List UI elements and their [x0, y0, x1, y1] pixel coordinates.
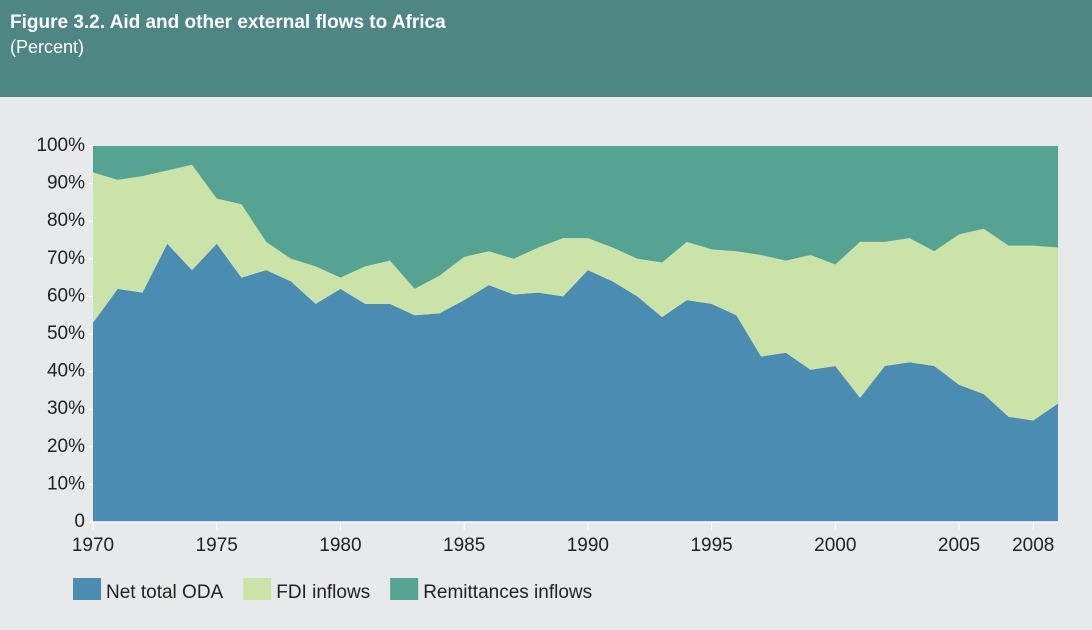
chart: 0 10% 20% 30% 40% 50% 60% 70% 80% 90% 100% 1970 1975… — [36, 135, 1058, 603]
legend-label: Net total ODA — [106, 582, 224, 603]
area — [93, 164, 1058, 421]
x-tick-label: 2000 — [814, 535, 856, 556]
legend-label: Remittances inflows — [423, 582, 592, 603]
x-tick-label: 2008 — [1012, 535, 1054, 556]
y-tick-label: 70% — [47, 248, 85, 269]
x-tick-label: 1980 — [319, 535, 361, 556]
y-tick-label: 60% — [47, 285, 85, 306]
x-tick-label: 1970 — [72, 535, 114, 556]
legend-swatch — [390, 578, 419, 600]
header: Figure 3.2. Aid and other external flows… — [0, 0, 1092, 97]
y-tick-label: 50% — [47, 323, 85, 344]
chart-subtitle: (Percent) — [10, 37, 85, 57]
chart-title: Figure 3.2. Aid and other external flows… — [10, 12, 446, 33]
legend-label: FDI inflows — [276, 582, 370, 603]
legend-swatch — [73, 578, 101, 600]
legend-swatch — [243, 578, 272, 600]
y-tick-label: 30% — [47, 398, 85, 419]
x-tick-label: 1990 — [567, 535, 609, 556]
y-tick-label: 40% — [47, 361, 85, 382]
y-tick-label: 100% — [36, 135, 85, 156]
x-tick-label: 1975 — [196, 535, 238, 556]
area — [93, 146, 1058, 289]
area — [93, 243, 1058, 522]
y-tick-label: 90% — [47, 173, 85, 194]
y-tick-label: 80% — [47, 210, 85, 231]
x-tick-label: 1985 — [443, 535, 485, 556]
y-tick-label: 20% — [47, 436, 85, 457]
x-tick-label: 2005 — [938, 535, 980, 556]
y-tick-label: 0 — [74, 511, 85, 532]
y-tick-label: 10% — [47, 473, 85, 494]
x-tick-label: 1995 — [690, 535, 732, 556]
